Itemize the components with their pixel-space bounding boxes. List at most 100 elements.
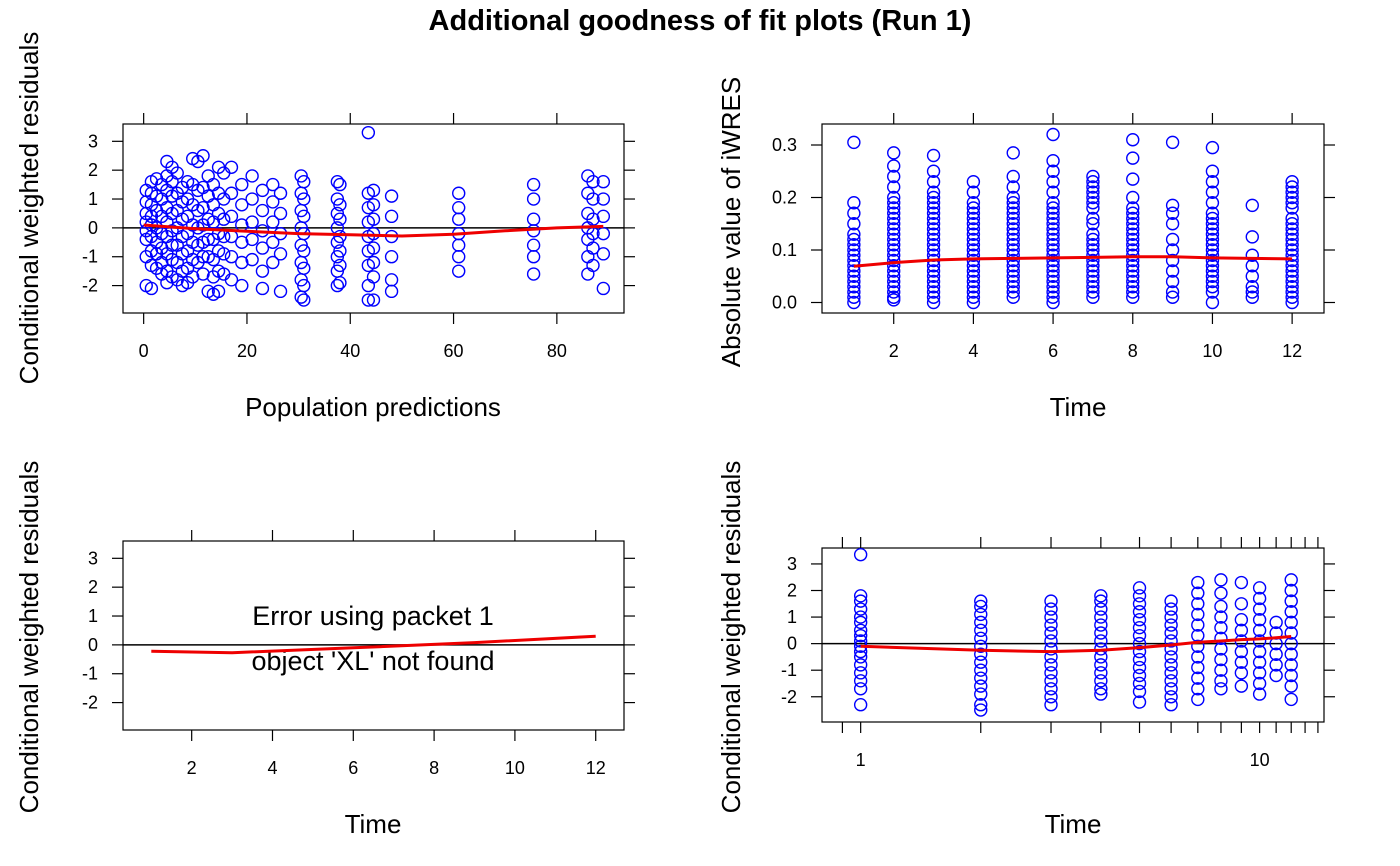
panel1-data-point: [330, 235, 345, 250]
panel2-data-point: [1086, 201, 1100, 215]
panel2-data-point: [1165, 217, 1180, 231]
panel2-data-point: [887, 264, 901, 278]
panel1-data-point: [245, 192, 259, 206]
panel2-data-point: [1285, 259, 1299, 273]
panel4-data-point: [974, 631, 988, 646]
panel1-data-point: [333, 258, 347, 273]
panel2-data-point: [1126, 206, 1140, 220]
panel2-data-point: [1285, 253, 1299, 268]
panel4-data-point: [853, 610, 868, 624]
panel4-data-point: [1132, 660, 1147, 675]
panel2-data-point: [1205, 280, 1220, 294]
panel2-data-point: [1006, 243, 1020, 257]
panel2-data-point: [1046, 185, 1060, 199]
panel4-data-point: [1191, 671, 1205, 685]
panel4-y-tick-label: 3: [787, 554, 797, 574]
panel2-data-point: [1285, 217, 1299, 231]
panel1-data-point: [452, 264, 466, 278]
panel4-data-point: [1252, 676, 1267, 691]
panel1-data-point: [452, 212, 466, 226]
panel2-data-point: [966, 222, 981, 236]
panel2-data-point: [1006, 211, 1020, 226]
panel2-data-point: [847, 285, 861, 299]
panel1-data-point: [596, 281, 611, 296]
panel4-data-point: [1094, 589, 1108, 603]
panel1-data-point: [586, 175, 600, 189]
panel1-data-point: [384, 189, 399, 203]
panel2-data-point: [887, 201, 901, 215]
panel2-data-point: [926, 295, 941, 310]
panel2-data-point: [1086, 285, 1100, 299]
panel4-data-point: [1132, 652, 1147, 667]
panel1-data-point: [297, 209, 311, 224]
panel2-data-point: [1086, 196, 1100, 210]
panel1-data-point: [266, 215, 280, 229]
panel2-data-point: [1046, 253, 1060, 268]
panel1-data-point: [384, 209, 399, 224]
panel1-data-point: [526, 238, 541, 252]
panel2-data-point: [1245, 280, 1259, 294]
panel1-data-point: [452, 200, 466, 215]
panel1-data-point: [526, 212, 541, 226]
panel2-data-point: [1126, 269, 1140, 283]
panel2-data-point: [1046, 259, 1060, 273]
panel4-y-tick-label: -1: [781, 660, 797, 680]
panel2-data-point: [966, 227, 981, 241]
panel4-data-point: [853, 674, 868, 688]
panel4-data-point: [974, 703, 988, 717]
panel4-data-point: [1044, 698, 1058, 712]
panel4-data-point: [853, 698, 868, 712]
panel2-data-point: [966, 285, 981, 299]
panel2-data-point: [1086, 227, 1100, 241]
panel1-x-tick-label: 0: [139, 341, 149, 361]
panel4-data-point: [1164, 634, 1178, 648]
panel2-smooth-line: [853, 255, 1293, 268]
panel1-data-point: [330, 175, 345, 189]
panel2-data-point: [926, 196, 941, 210]
panel2-data-point: [1245, 290, 1259, 304]
panel4-data-point: [853, 650, 868, 664]
panel1-data-point: [196, 200, 210, 215]
panel2-data-point: [1046, 227, 1060, 241]
panel2-data-point: [847, 243, 861, 257]
panel4-data-point: [1044, 690, 1058, 704]
panel4-data-point: [1234, 679, 1249, 693]
panel1-data-point: [245, 169, 259, 183]
panel2-y-axis-title: Absolute value of iWRES: [716, 77, 746, 367]
panel2-data-point: [1285, 190, 1299, 205]
panel2-data-point: [1046, 243, 1060, 257]
panel2-data-point: [1245, 269, 1259, 283]
panel2-data-point: [847, 206, 861, 220]
panel2-data-point: [1086, 259, 1100, 273]
panel2-data-point: [926, 211, 941, 226]
panel2-data-point: [966, 201, 981, 215]
panel2-data-point: [1205, 274, 1220, 289]
panel1-data-point: [297, 261, 311, 275]
panel1-data-point: [255, 241, 270, 255]
panel4-data-point: [1252, 591, 1267, 606]
panel1-data-point: [273, 186, 288, 200]
panel2-data-point: [1126, 211, 1140, 226]
panel2-data-point: [1046, 285, 1060, 299]
panel2-data-point: [926, 238, 941, 252]
panel2-data-point: [847, 253, 861, 268]
panel4-data-point: [1164, 690, 1178, 704]
panel2-y-tick-label: 0.1: [772, 240, 797, 260]
panel2-data-point: [926, 232, 941, 247]
panel4-data-point: [1252, 581, 1267, 595]
panel4-data-point: [1132, 644, 1147, 659]
panel2-data-point: [847, 196, 861, 210]
panel1-data-point: [333, 198, 347, 212]
panel2-data-point: [1205, 248, 1220, 262]
panel4-data-point: [1132, 676, 1147, 691]
panel1-data-point: [196, 250, 210, 264]
panel2-data-point: [1046, 290, 1060, 304]
panel2-data-point: [1245, 198, 1259, 213]
panel1-data-point: [217, 212, 231, 226]
panel2-data-point: [1126, 133, 1140, 147]
panel2-data-point: [1006, 248, 1020, 262]
panel2-data-point: [1086, 211, 1100, 226]
panel1-data-point: [224, 186, 239, 200]
panel2-data-point: [1165, 253, 1180, 268]
